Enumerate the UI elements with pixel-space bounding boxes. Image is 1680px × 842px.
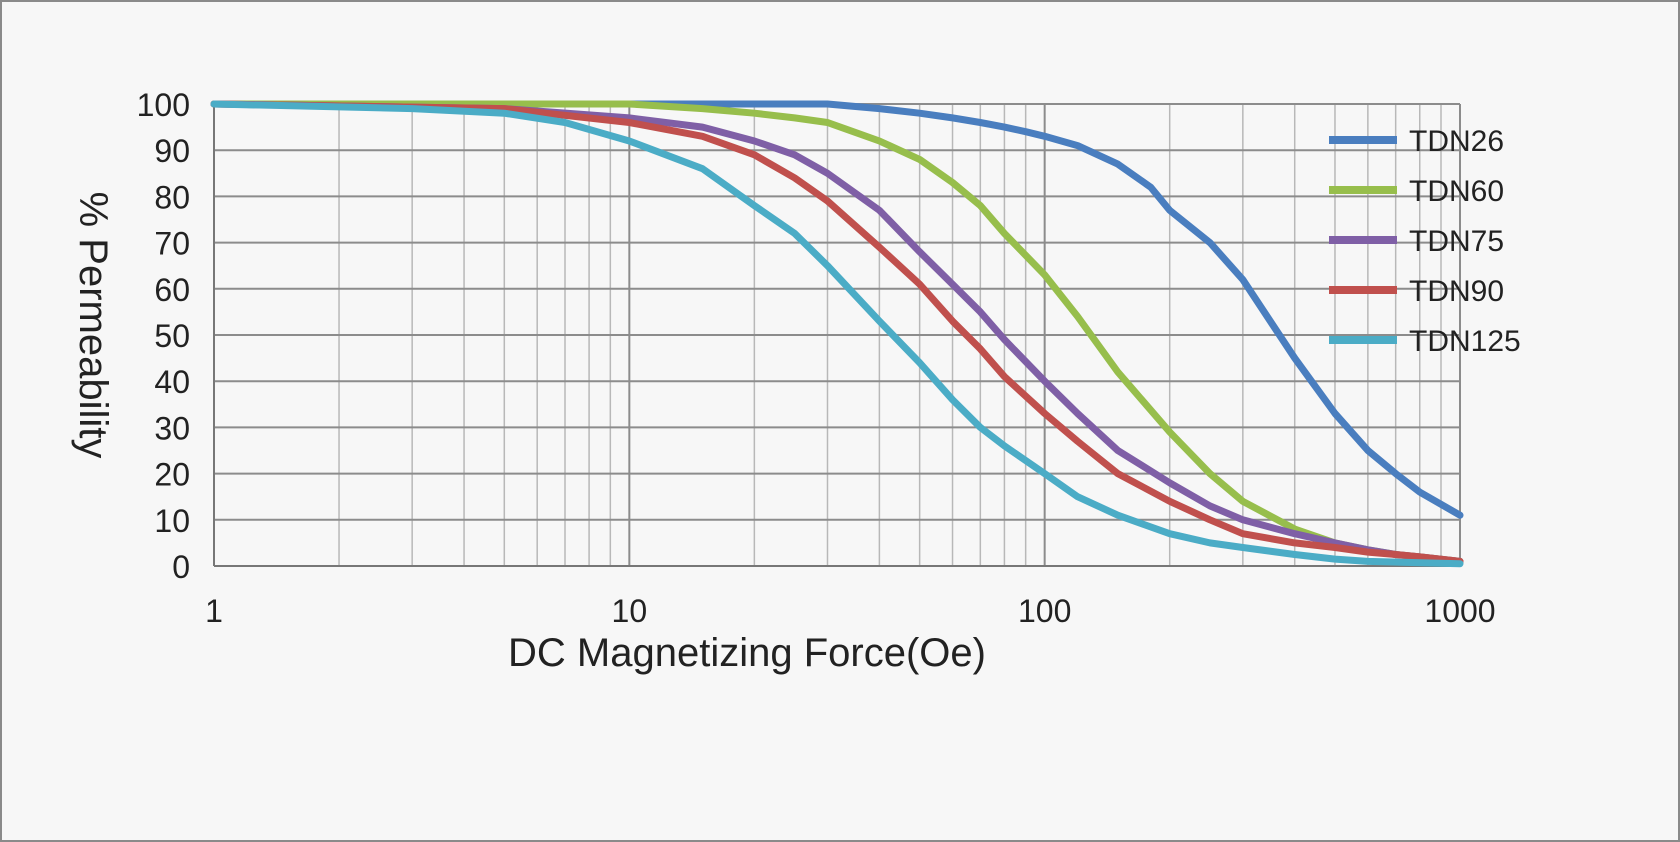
legend: TDN26 TDN60 TDN75 TDN90 TDN125 [1329,125,1521,358]
x-tick-label: 1000 [1424,593,1495,629]
series-line-tdn60 [210,100,1464,565]
legend-label: TDN75 [1409,225,1504,258]
legend-label: TDN60 [1409,175,1504,208]
y-tick-label: 70 [154,226,190,262]
series-lines [210,100,1464,568]
legend-label: TDN125 [1409,325,1521,358]
legend-label: TDN26 [1409,125,1504,158]
series-line-tdn125 [210,100,1464,568]
x-axis-title: DC Magnetizing Force(Oe) [508,631,986,675]
x-tick-label: 10 [612,593,648,629]
y-tick-label: 90 [154,133,190,169]
y-tick-label: 20 [154,457,190,493]
y-tick-label: 80 [154,179,190,215]
y-axis-title: % Permeability [71,192,115,459]
y-tick-label: 50 [154,318,190,354]
series-line-tdn75 [210,100,1464,565]
series-line-tdn90 [210,100,1464,565]
grid [213,103,1461,567]
y-tick-label: 10 [154,503,190,539]
y-tick-label: 100 [137,87,190,123]
legend-label: TDN90 [1409,275,1504,308]
x-tick-label: 100 [1018,593,1071,629]
y-tick-label: 30 [154,410,190,446]
series-line-tdn26 [210,100,1464,519]
y-tick-label: 0 [172,549,190,585]
x-tick-label: 1 [205,593,223,629]
y-tick-label: 60 [154,272,190,308]
y-tick-label: 40 [154,364,190,400]
